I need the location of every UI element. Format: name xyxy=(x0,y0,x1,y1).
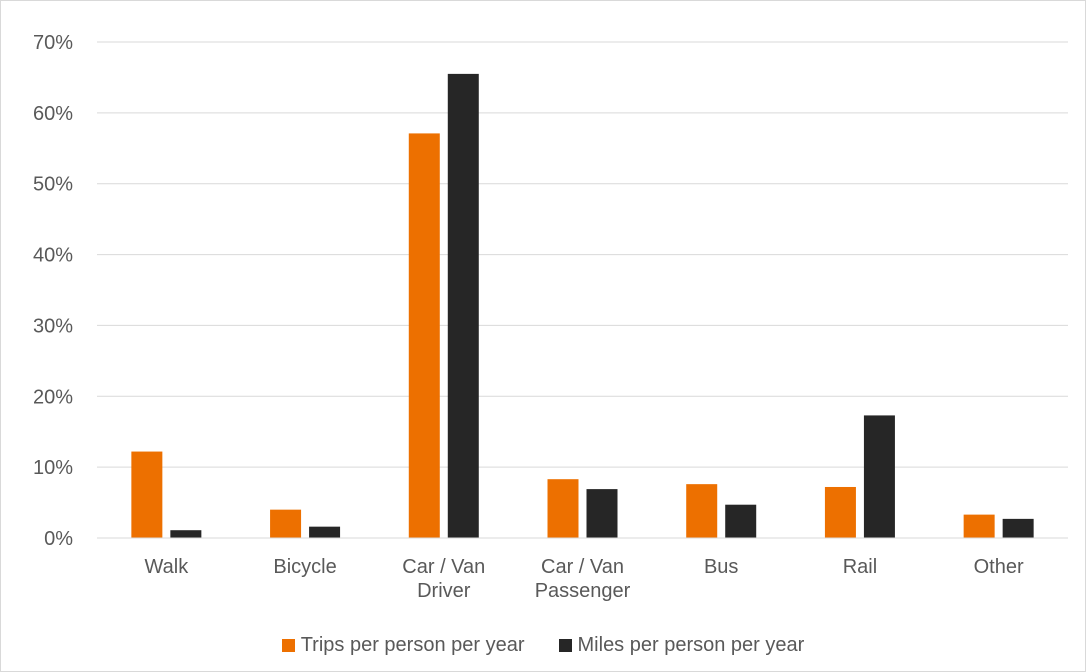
bar-miles xyxy=(863,415,895,538)
x-category-label: Car / Van Driver xyxy=(402,556,485,602)
legend-label-trips: Trips per person per year xyxy=(300,634,525,656)
category-labels: Walk Bicycle Car / Van Driver Car / Van Passe… xyxy=(145,556,1024,602)
bar-miles xyxy=(586,489,618,538)
legend-label-miles: Miles per person per year xyxy=(577,634,805,656)
x-category-label: Car / Van Passenger xyxy=(535,556,631,602)
legend-item-miles: Miles per person per year xyxy=(558,634,805,657)
y-axis-ticks: 0% 10% 20% 30% 40% 50% 60% 70% xyxy=(33,32,73,550)
bar-trips xyxy=(686,484,718,538)
legend-swatch-miles xyxy=(558,639,572,652)
bar-miles xyxy=(170,530,202,538)
bars xyxy=(131,73,1034,539)
x-category-label: Rail xyxy=(843,556,877,578)
y-tick-label: 0% xyxy=(44,528,73,550)
y-tick-label: 30% xyxy=(33,315,73,337)
bar-miles xyxy=(725,504,757,538)
y-tick-label: 20% xyxy=(33,386,73,408)
bar-trips xyxy=(270,509,302,538)
x-category-label: Other xyxy=(974,556,1024,578)
bar-miles xyxy=(1002,518,1034,538)
y-tick-label: 70% xyxy=(33,32,73,54)
bar-miles xyxy=(447,73,479,538)
bar-trips xyxy=(963,514,995,538)
bar-trips xyxy=(824,486,856,538)
bar-chart: 0% 10% 20% 30% 40% 50% 60% 70% Walk Bicycle Car /… xyxy=(33,32,1068,602)
gridlines xyxy=(97,41,1068,468)
bar-trips xyxy=(408,133,440,539)
bar-trips xyxy=(131,451,163,538)
bar-trips xyxy=(547,479,579,538)
legend-swatch-trips xyxy=(281,639,295,652)
x-category-label: Walk xyxy=(145,556,190,578)
y-tick-label: 10% xyxy=(33,457,73,479)
y-tick-label: 50% xyxy=(33,174,73,196)
x-category-label: Bus xyxy=(704,556,738,578)
bar-miles xyxy=(309,526,341,538)
legend-item-trips: Trips per person per year xyxy=(281,634,525,657)
x-category-label: Bicycle xyxy=(273,556,336,578)
legend: Trips per person per year Miles per pers… xyxy=(0,634,1086,657)
y-tick-label: 60% xyxy=(33,103,73,125)
y-tick-label: 40% xyxy=(33,245,73,267)
